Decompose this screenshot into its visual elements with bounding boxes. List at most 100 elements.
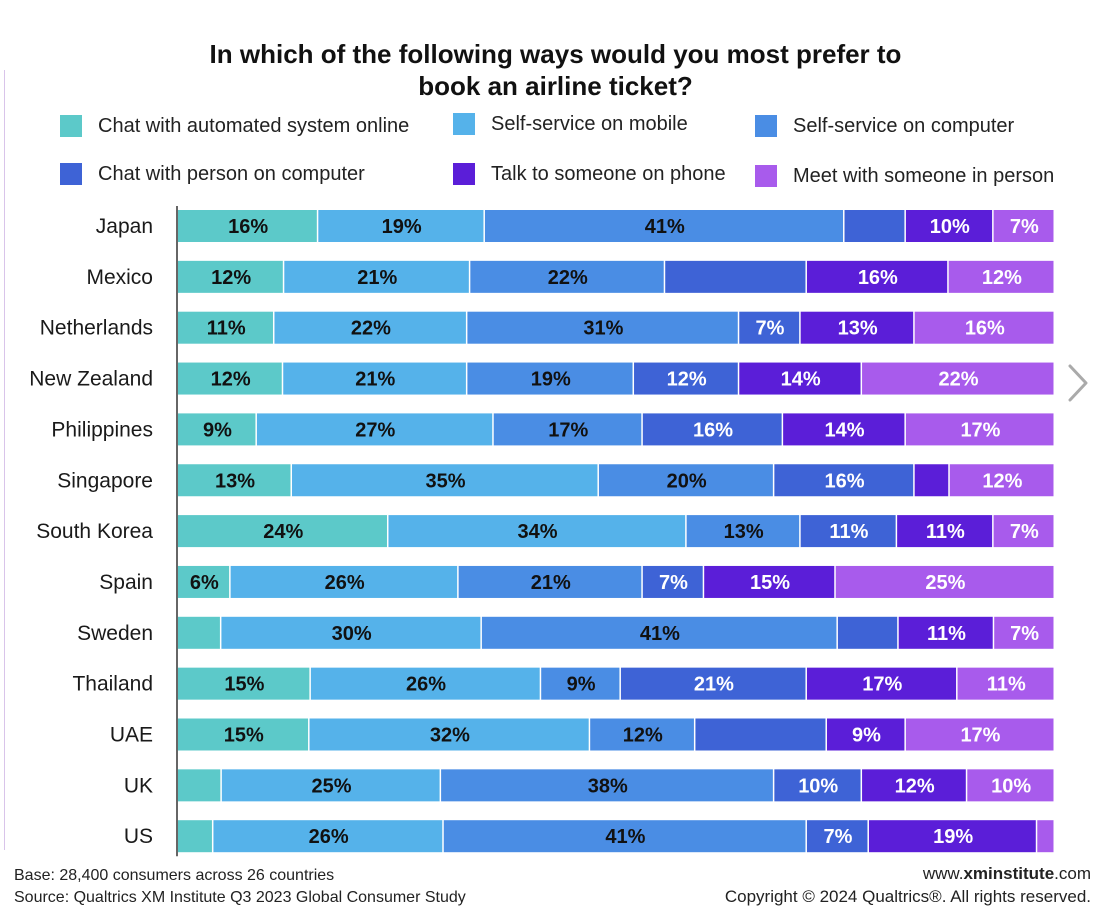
category-label: US [124,825,153,848]
bar-segment [441,769,773,802]
data-label: 12% [211,369,251,391]
bar-segment [862,769,966,802]
legend-item-talk-phone: Talk to someone on phone [453,161,726,187]
bar-segment [774,769,861,802]
data-label: 11% [829,521,868,543]
footer-source: Source: Qualtrics XM Institute Q3 2023 G… [14,889,466,906]
data-label: 17% [548,419,588,441]
bar-segment [590,718,694,751]
bar-segment [634,362,738,395]
bar-segment [493,413,642,446]
website-suffix: .com [1054,864,1091,883]
chart-title: In which of the following ways would you… [0,38,1111,102]
bar-segment [967,769,1054,802]
data-label: 25% [925,572,965,594]
footer-copyright: Copyright © 2024 Qualtrics®. All rights … [724,887,1091,906]
category-label: UAE [110,724,153,747]
bar-segment [178,413,256,446]
data-label: 26% [309,826,349,848]
bar-segment [835,565,1054,598]
data-label: 10% [930,216,970,238]
bar-segment [844,210,905,242]
bar-segment [481,616,837,649]
bar-segment [800,311,914,344]
bar-segment [704,565,835,598]
data-label: 20% [667,470,707,492]
category-label: Philippines [51,418,153,441]
data-label: 16% [965,318,1005,340]
bar-segment [774,464,914,497]
bar-segment [620,667,806,700]
data-label: 22% [939,369,979,391]
bar-segment [837,616,898,649]
bar-segment [221,769,440,802]
category-label: Netherlands [40,317,153,340]
data-label: 34% [518,521,558,543]
legend-swatch [453,113,475,135]
bar-segment [993,515,1054,548]
bar-segment [178,464,291,497]
next-arrow-icon[interactable] [1062,360,1092,406]
data-label: 32% [430,725,470,747]
website-prefix: www. [922,864,964,883]
data-label: 27% [355,419,395,441]
bar-segment [292,464,598,497]
bar-segment [230,565,458,598]
bar-segment [783,413,905,446]
data-label: 13% [215,470,255,492]
bar-segment [739,362,861,395]
bar-segment [470,260,664,293]
bar-segment [178,210,317,242]
data-label: 25% [311,775,351,797]
bar-segment [309,718,589,751]
category-label: Mexico [86,266,153,289]
data-label: 19% [933,826,973,848]
footer-notes: Base: 28,400 consumers across 26 countri… [14,865,466,909]
data-label: 7% [1010,521,1039,543]
bar-segment [178,820,212,853]
category-label: UK [124,774,153,797]
bar-segment [178,515,387,548]
data-label: 7% [756,318,785,340]
legend-label: Chat with person on computer [98,162,365,185]
data-label: 41% [605,826,645,848]
category-label: New Zealand [29,368,153,391]
bar-segment [318,210,484,242]
data-label: 19% [382,216,422,238]
data-label: 7% [1010,216,1039,238]
bar-segment [806,820,868,853]
legend-item-chat-person: Chat with person on computer [60,161,365,187]
data-label: 12% [667,369,707,391]
data-label: 15% [750,572,790,594]
bar-segment [178,667,310,700]
legend-swatch [60,115,82,137]
category-label: Spain [99,571,153,594]
bar-segment [826,718,905,751]
data-label: 7% [659,572,688,594]
bar-segment [642,565,703,598]
bar-segment [957,667,1054,700]
legend-swatch [755,165,777,187]
footer-website[interactable]: www.xminstitute.com [725,862,1091,885]
data-label: 15% [224,674,264,696]
data-label: 11% [207,318,246,340]
bar-segment [868,820,1036,853]
data-label: 26% [325,572,365,594]
data-label: 17% [960,419,1000,441]
data-label: 14% [825,419,865,441]
bar-segment [274,311,466,344]
data-label: 13% [838,318,878,340]
bar-segment [1037,820,1054,853]
data-label: 10% [798,775,838,797]
legend-item-meet-in-person: Meet with someone in person [755,163,1054,189]
footer-base: Base: 28,400 consumers across 26 countri… [14,867,335,884]
bar-segment [458,565,642,598]
legend-item-self-service-computer: Self-service on computer [755,113,1014,139]
footer-credits: www.xminstitute.com Copyright © 2024 Qua… [725,862,1091,908]
legend-label: Self-service on computer [793,114,1015,137]
data-label: 24% [263,521,303,543]
data-label: 22% [548,267,588,289]
data-label: 26% [406,674,446,696]
category-label: South Korea [36,520,153,543]
data-label: 21% [694,674,734,696]
